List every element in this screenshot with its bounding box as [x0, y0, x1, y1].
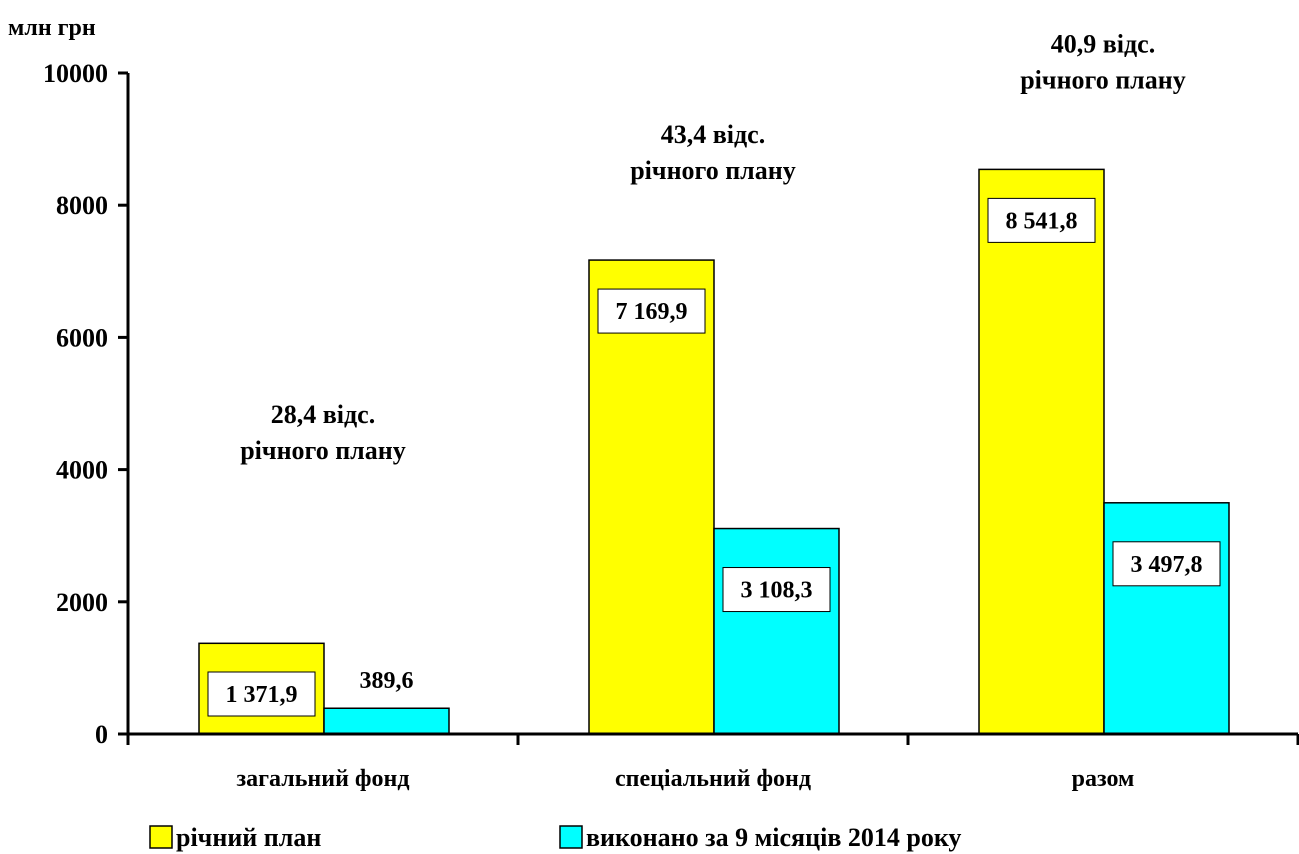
y-tick-label: 8000: [56, 191, 108, 220]
y-tick-label: 0: [95, 720, 108, 749]
legend-label: річний план: [176, 823, 321, 852]
y-tick-label: 4000: [56, 456, 108, 485]
annotation-line2: річного плану: [240, 436, 406, 465]
category-label: загальний фонд: [237, 766, 410, 792]
annotation-line1: 40,9 відс.: [1051, 29, 1155, 58]
data-labels: 1 371,9 389,6 7 169,9 3 108,3 8 541,8 3 497,8: [207, 197, 1221, 717]
bar: [1103, 502, 1230, 735]
legend-swatch: [149, 825, 173, 849]
data-label-box: [987, 197, 1096, 243]
data-label: 7 169,9: [616, 299, 688, 325]
data-label: 3 108,3: [741, 578, 813, 604]
data-label: 3 497,8: [1131, 552, 1203, 578]
annotation-line1: 43,4 відс.: [661, 120, 765, 149]
data-label: 8 541,8: [1006, 208, 1078, 234]
legend-swatch: [559, 825, 583, 849]
y-tick-label: 10000: [43, 59, 108, 88]
annotation-line2: річного плану: [1020, 65, 1186, 94]
data-label: 1 371,9: [226, 682, 298, 708]
bar: [978, 168, 1105, 735]
category-label: спеціальний фонд: [615, 766, 811, 792]
data-label-box: [722, 567, 831, 613]
category-label: разом: [1072, 766, 1135, 792]
bar: [588, 259, 715, 735]
data-label: 389,6: [360, 668, 414, 694]
data-label-box: [207, 671, 316, 717]
bar: [713, 527, 840, 735]
legend: річний план виконано за 9 місяців 2014 ро…: [149, 823, 961, 852]
bar: [323, 707, 450, 735]
y-ticks: 0 2000 4000 6000 8000 10000: [43, 59, 128, 749]
category-labels: загальний фонд спеціальний фонд разом: [237, 766, 1135, 792]
data-label-box: [597, 288, 706, 334]
y-tick-label: 2000: [56, 588, 108, 617]
annotation-line2: річного плану: [630, 156, 796, 185]
legend-label: виконано за 9 місяців 2014 року: [586, 823, 961, 852]
y-axis-label: млн грн: [8, 15, 96, 41]
x-ticks: [126, 734, 1299, 745]
annotations: 28,4 відс. річного плану 43,4 відс. річного…: [240, 29, 1186, 465]
y-tick-label: 6000: [56, 323, 108, 352]
data-label-box: [1112, 541, 1221, 587]
annotation-line1: 28,4 відс.: [271, 400, 375, 429]
